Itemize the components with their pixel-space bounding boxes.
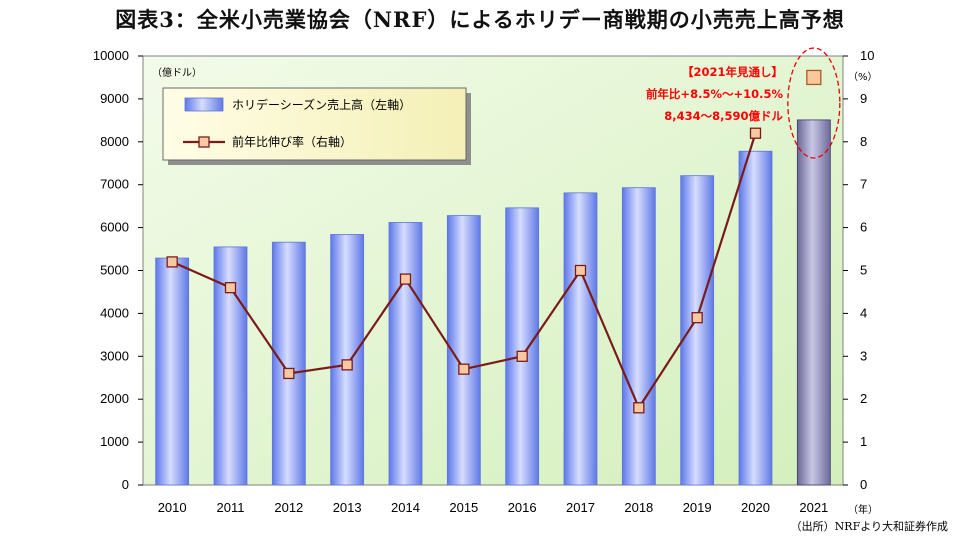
left-axis-unit: （億ドル） <box>152 66 202 79</box>
right-axis-tick-label: 1 <box>860 434 867 449</box>
legend-marker-swatch <box>198 136 210 148</box>
bar <box>563 192 598 486</box>
bar <box>388 222 423 486</box>
x-axis-tick-label: 2018 <box>624 500 653 515</box>
growth-marker <box>633 402 645 414</box>
x-axis-tick-label: 2011 <box>217 500 245 515</box>
right-axis-tick-label: 0 <box>860 477 867 492</box>
right-axis-tick-label: 7 <box>860 177 867 192</box>
growth-marker <box>574 264 587 277</box>
x-axis-tick-label: 2017 <box>566 500 595 515</box>
x-axis-tick-label: 2012 <box>274 500 303 515</box>
forecast-growth-marker <box>806 69 822 86</box>
forecast-bar <box>796 119 831 486</box>
bar <box>621 187 656 486</box>
legend-label-line: 前年比伸び率（右軸） <box>232 134 352 149</box>
right-axis-tick-label: 9 <box>860 91 867 106</box>
left-axis-tick-label: 9000 <box>100 91 129 106</box>
bar <box>680 175 715 486</box>
left-axis-tick-label: 0 <box>122 477 129 492</box>
growth-marker <box>399 273 412 285</box>
right-axis-tick-label: 4 <box>860 305 867 320</box>
x-axis-tick-label: 2021 <box>799 500 828 515</box>
forecast-highlight-ellipse <box>787 47 841 159</box>
x-axis-tick-label: 2014 <box>391 500 420 515</box>
growth-marker <box>166 256 178 268</box>
left-axis-tick-label: 4000 <box>100 305 129 320</box>
forecast-annotation: 前年比+8.5%～+10.5% <box>646 87 784 101</box>
left-axis-tick-label: 8000 <box>100 134 129 149</box>
x-axis-tick-label: 2019 <box>683 500 712 515</box>
bar <box>505 207 540 486</box>
right-axis-tick-label: 2 <box>860 391 867 406</box>
right-axis-tick-label: 3 <box>860 348 867 363</box>
growth-marker <box>691 312 703 324</box>
bar <box>155 257 190 486</box>
x-axis-tick-label: 2010 <box>158 500 187 515</box>
x-axis-tick-label: 2015 <box>449 500 478 515</box>
growth-marker <box>749 127 762 139</box>
x-axis-tick-label: 2013 <box>333 500 362 515</box>
x-axis-tick-label: 2020 <box>741 500 770 515</box>
right-axis-tick-label: 10 <box>860 48 874 63</box>
forecast-annotation: 【2021年見通し】 <box>682 65 783 79</box>
left-axis-tick-label: 5000 <box>100 263 129 278</box>
legend-bar-swatch <box>184 97 224 112</box>
right-axis-tick-label: 5 <box>860 263 867 278</box>
right-axis-tick-label: 8 <box>860 134 867 149</box>
growth-marker <box>516 350 528 362</box>
left-axis-tick-label: 1000 <box>100 434 129 449</box>
left-axis-tick-label: 10000 <box>93 48 129 63</box>
x-axis-unit: （年） <box>848 503 878 516</box>
left-axis-tick-label: 2000 <box>100 391 129 406</box>
right-axis-unit: （%） <box>848 71 878 83</box>
left-axis-tick-label: 6000 <box>100 220 129 235</box>
growth-marker <box>283 367 295 380</box>
growth-marker <box>341 359 353 371</box>
legend-label-bar: ホリデーシーズン売上高（左軸） <box>232 97 411 112</box>
source-note: （出所）NRFより大和証券作成 <box>790 520 948 533</box>
forecast-annotation: 8,434～8,590億ドル <box>664 109 783 123</box>
right-axis-tick-label: 6 <box>860 220 867 235</box>
bar <box>271 241 306 486</box>
left-axis-tick-label: 3000 <box>100 348 129 363</box>
chart-title: 図表3：全米小売業協会（NRF）によるホリデー商戦期の小売売上高予想 <box>115 7 845 32</box>
growth-marker <box>458 363 470 375</box>
growth-marker <box>224 282 237 294</box>
bar <box>738 150 773 486</box>
x-axis-tick-label: 2016 <box>508 500 537 515</box>
left-axis-tick-label: 7000 <box>100 177 129 192</box>
